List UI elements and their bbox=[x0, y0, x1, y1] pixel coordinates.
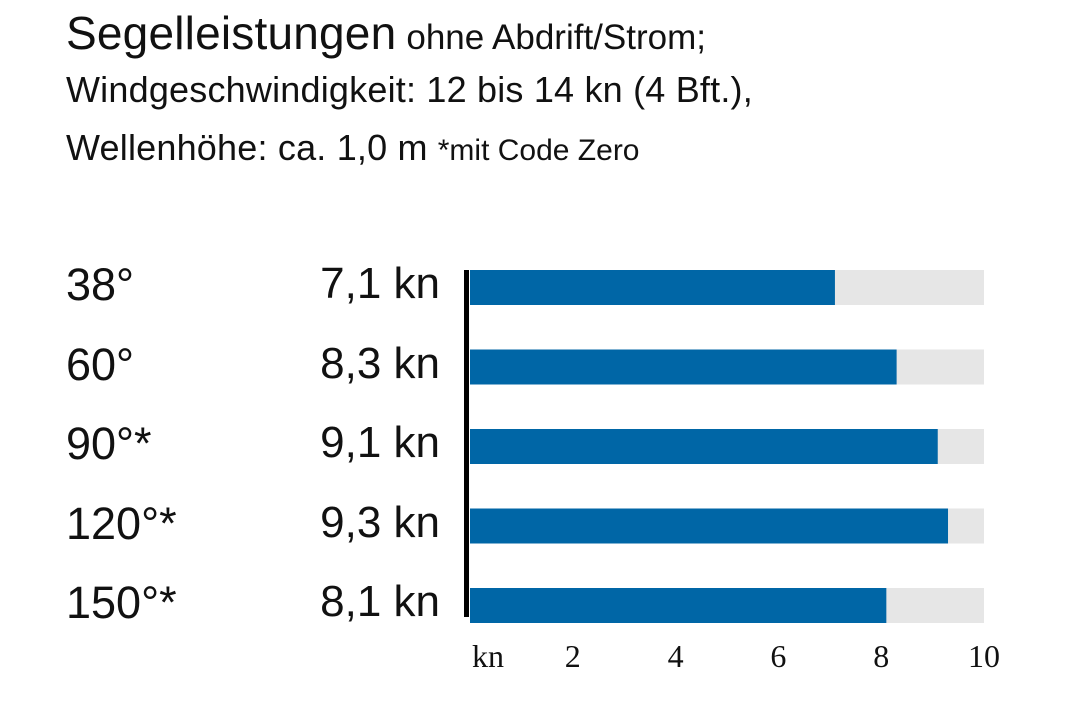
value-label-120: 9,3 kn bbox=[320, 497, 440, 547]
wind-speed-text: Windgeschwindigkeit: 12 bis 14 kn (4 Bft… bbox=[66, 69, 753, 110]
value-label-90: 9,1 kn bbox=[320, 418, 440, 467]
y-axis-line bbox=[464, 270, 469, 617]
title-line-1: Segelleistungen ohne Abdrift/Strom; bbox=[66, 10, 1046, 78]
bar-3 bbox=[470, 508, 949, 544]
x-tick-label-2: 2 bbox=[564, 638, 581, 674]
category-label-60: 60° bbox=[66, 338, 135, 390]
value-label-150: 8,1 kn bbox=[320, 577, 440, 626]
category-label-150: 150°* bbox=[66, 577, 177, 628]
x-tick-label-4: 4 bbox=[667, 638, 684, 674]
value-label-60: 8,3 kn bbox=[320, 338, 440, 388]
footnote-code-zero: *mit Code Zero bbox=[437, 134, 640, 167]
title-block: Segelleistungen ohne Abdrift/Strom; Windg… bbox=[66, 10, 1046, 192]
x-tick-label-10: 10 bbox=[968, 638, 1000, 674]
bar-0 bbox=[470, 270, 835, 305]
bar-2 bbox=[470, 429, 938, 464]
chart-subtitle: ohne Abdrift/Strom; bbox=[406, 18, 706, 57]
category-label-120: 120°* bbox=[66, 497, 177, 549]
x-axis-title: kn bbox=[472, 638, 504, 674]
title-line-3: Wellenhöhe: ca. 1,0 m *mit Code Zero bbox=[66, 130, 1046, 192]
x-tick-label-6: 6 bbox=[770, 638, 787, 674]
bar-4 bbox=[470, 588, 887, 623]
category-label-38: 38° bbox=[66, 259, 135, 310]
x-tick-label-8: 8 bbox=[873, 638, 890, 674]
value-label-38: 7,1 kn bbox=[320, 259, 440, 308]
title-line-2: Windgeschwindigkeit: 12 bis 14 kn (4 Bft… bbox=[66, 72, 1046, 134]
bar-1 bbox=[470, 349, 897, 385]
category-label-90: 90°* bbox=[66, 418, 152, 469]
chart-title: Segelleistungen bbox=[66, 7, 397, 59]
wave-height-text: Wellenhöhe: ca. 1,0 m bbox=[66, 127, 428, 168]
